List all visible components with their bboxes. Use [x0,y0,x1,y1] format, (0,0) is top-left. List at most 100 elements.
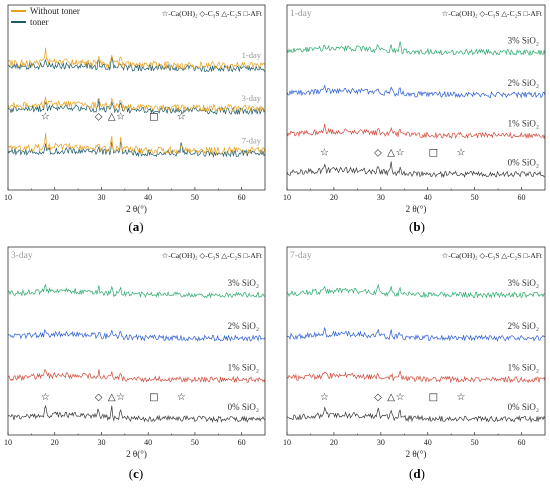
peak-marker-caoh: ☆ [41,111,50,122]
panel-label: (d) [409,466,425,481]
phase-marker-legend: ☆-Ca(OH)₂ ◇-C₃S △-C₂S □-AFt [162,9,263,18]
x-tick-label: 10 [283,193,291,202]
x-axis-title: 2 θ(°) [406,204,427,214]
trace-1sio [286,123,546,140]
peak-marker-aft: □ [429,147,438,158]
x-tick-label: 20 [51,193,59,202]
trace-2sio [286,84,546,99]
x-tick-label: 50 [191,193,199,202]
peak-marker-cs: ◇ [374,147,382,158]
trace-1sio [7,369,266,384]
series-label: 1% SiO₂ [508,119,539,129]
peak-marker-cs: △ [108,111,116,122]
peak-marker-caoh: ☆ [457,392,466,403]
series-label: 1% SiO₂ [228,363,259,373]
series-label: 1% SiO₂ [508,363,539,373]
x-tick-label: 60 [518,193,526,202]
trace-toner-1-day [7,57,266,73]
trace-0sio [286,161,546,178]
plot-frame [7,4,266,191]
panel-b: ☆-Ca(OH)₂ ◇-C₃S △-C₂S □-AFt 1-day 3% SiO₂ 2… [283,4,546,234]
x-axis-title: 2 θ(°) [406,449,427,459]
x-tick-label: 40 [424,438,432,447]
x-tick-label: 30 [377,438,385,447]
peak-marker-cs: △ [387,392,395,403]
peak-marker-cs: ◇ [95,111,103,122]
legend-entry: toner [30,17,49,27]
series-label: 3% SiO₂ [508,278,539,288]
phase-marker-legend: ☆-Ca(OH)₂ ◇-C₃S △-C₂S □-AFt [162,251,263,260]
peak-marker-cs: ◇ [95,392,103,403]
phase-marker-legend: ☆-Ca(OH)₂ ◇-C₃S △-C₂S □-AFt [442,251,543,260]
series-label: 3% SiO₂ [228,278,259,288]
series-label: 2% SiO₂ [508,321,539,331]
peak-marker-aft: □ [149,392,158,403]
trace-3sio [286,41,546,57]
peak-marker-caoh: ☆ [320,392,329,403]
x-tick-label: 10 [4,193,12,202]
trace-2sio [286,327,546,342]
plot-frame [7,246,266,436]
series-label: 0% SiO₂ [508,157,539,167]
x-tick-label: 50 [471,438,479,447]
x-tick-label: 50 [471,193,479,202]
peak-marker-cs: ◇ [374,392,382,403]
peak-marker-caoh: ☆ [457,147,466,158]
trace-3sio [286,283,546,299]
peak-marker-caoh: ☆ [177,392,186,403]
trace-2sio [7,329,266,342]
x-tick-label: 20 [330,438,338,447]
trace-without-toner-1-day [7,47,266,70]
x-tick-label: 10 [4,438,12,447]
x-tick-label: 60 [238,193,246,202]
trace-without-toner-3-day [7,96,266,113]
x-tick-label: 60 [518,438,526,447]
peak-marker-aft: □ [429,392,438,403]
x-tick-label: 60 [238,438,246,447]
x-tick-label: 20 [51,438,59,447]
trace-label-7-day: 7-day [242,135,262,145]
peak-marker-aft: □ [149,111,158,122]
x-tick-label: 40 [144,193,152,202]
series-label: 3% SiO₂ [508,35,539,45]
x-tick-label: 30 [97,193,105,202]
x-axis-title: 2 θ(°) [126,204,147,214]
peak-marker-cs: △ [387,147,395,158]
peak-marker-caoh: ☆ [396,147,405,158]
panel-title: 1-day [290,9,312,19]
x-tick-label: 40 [144,438,152,447]
trace-label-1-day: 1-day [242,50,262,60]
series-label: 0% SiO₂ [508,402,539,412]
peak-marker-caoh: ☆ [177,111,186,122]
trace-3sio [7,283,266,299]
x-tick-label: 40 [424,193,432,202]
panel-label: (b) [409,219,425,234]
panel-title: 7-day [290,251,312,261]
panel-title: 3-day [11,251,33,261]
series-label: 2% SiO₂ [228,321,259,331]
trace-label-3-day: 3-day [242,93,262,103]
panel-label: (c) [129,466,143,481]
phase-marker-legend: ☆-Ca(OH)₂ ◇-C₃S △-C₂S □-AFt [442,9,543,18]
trace-0sio [286,406,546,423]
panel-c: ☆-Ca(OH)₂ ◇-C₃S △-C₂S □-AFt 3-day 3% SiO₂ 2… [4,246,266,481]
peak-marker-caoh: ☆ [116,111,125,122]
x-axis-title: 2 θ(°) [126,449,147,459]
trace-toner-7-day [7,141,266,158]
peak-marker-caoh: ☆ [116,392,125,403]
peak-marker-caoh: ☆ [41,392,50,403]
x-tick-label: 50 [191,438,199,447]
series-label: 2% SiO₂ [508,78,539,88]
trace-0sio [7,405,266,424]
panel-d: ☆-Ca(OH)₂ ◇-C₃S △-C₂S □-AFt 7-day 3% SiO₂ 2… [283,246,546,481]
plot-frame [286,4,546,191]
legend-entry: Without toner [30,6,80,16]
plot-frame [286,246,546,436]
panel-a: ☆-Ca(OH)₂ ◇-C₃S △-C₂S □-AFt Without toner… [4,4,266,234]
trace-without-toner-7-day [7,133,266,156]
x-tick-label: 30 [97,438,105,447]
peak-marker-cs: △ [108,392,116,403]
x-tick-label: 20 [330,193,338,202]
panel-label: (a) [128,219,143,234]
